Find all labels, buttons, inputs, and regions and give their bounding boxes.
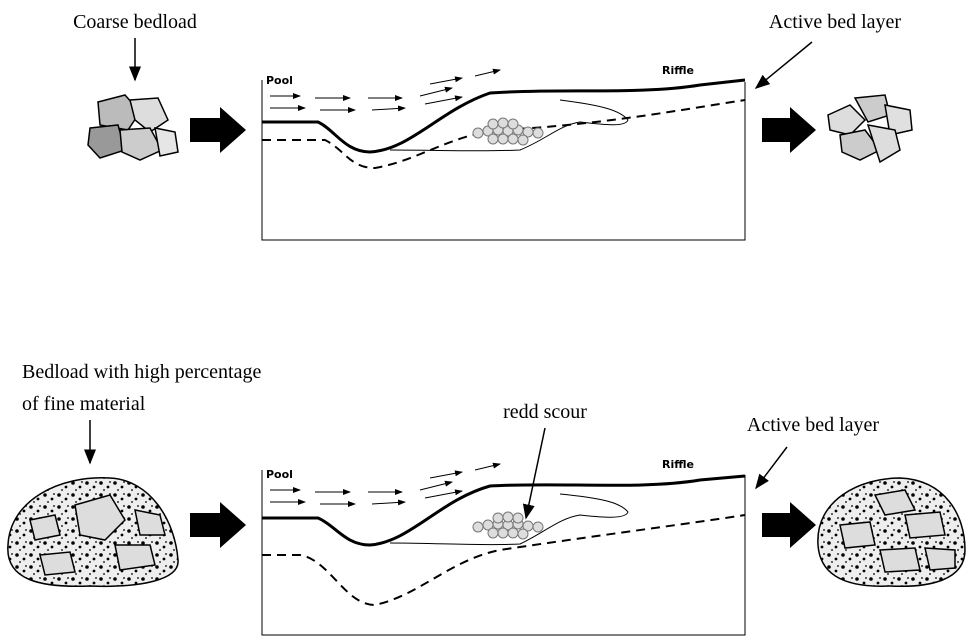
source-label: Bedload with high percentage xyxy=(22,361,261,383)
active-layer xyxy=(262,99,746,170)
coarse-rocks xyxy=(87,94,179,161)
pointer xyxy=(754,41,813,89)
source-label: of fine material xyxy=(22,393,146,415)
panel-top: Coarse bedload Active bed layer Pool Rif… xyxy=(73,11,913,241)
pointer xyxy=(522,427,546,520)
target-label: Active bed layer xyxy=(769,11,901,33)
panel-bottom: Bedload with high percentage of fine mat… xyxy=(7,361,966,636)
pointer xyxy=(755,446,788,490)
flow-arrow xyxy=(762,107,816,153)
annotation: redd scour xyxy=(503,401,587,423)
fine-layer xyxy=(389,493,629,546)
fine-bed xyxy=(817,477,966,588)
target-label: Active bed layer xyxy=(747,414,879,436)
flow-arrow xyxy=(190,502,246,548)
riffle-label: Riffle xyxy=(662,64,694,77)
flow-lines xyxy=(270,462,501,507)
channel-box xyxy=(261,470,746,636)
active-layer xyxy=(262,514,746,607)
channel-box xyxy=(261,80,746,241)
fine-bedload xyxy=(7,477,179,588)
bed-surface xyxy=(262,78,746,154)
redd-gravel xyxy=(472,511,544,540)
pool-label: Pool xyxy=(266,468,293,481)
riffle-label: Riffle xyxy=(662,458,694,471)
bed-surface xyxy=(262,474,746,547)
flow-lines xyxy=(270,68,501,113)
flow-arrow xyxy=(190,107,246,153)
pool-label: Pool xyxy=(266,74,293,87)
bed-rocks xyxy=(827,94,913,164)
source-label: Coarse bedload xyxy=(73,11,197,33)
redd-gravel xyxy=(472,117,544,146)
flow-arrow xyxy=(762,502,816,548)
fine-layer xyxy=(389,99,629,152)
